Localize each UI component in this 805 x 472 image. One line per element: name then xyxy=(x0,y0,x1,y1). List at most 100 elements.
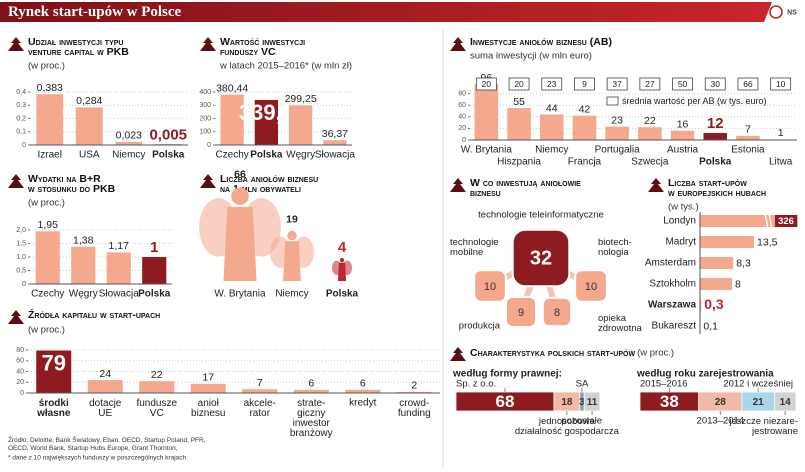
segment-name: Sp. z o.o. xyxy=(456,379,496,390)
item-label: technologie mobilne xyxy=(450,237,499,258)
bar xyxy=(700,257,734,269)
bar xyxy=(254,99,279,145)
y-tick-label: 0,4 xyxy=(16,89,26,96)
section-icon xyxy=(8,310,24,324)
header-bar xyxy=(0,2,772,22)
section-subtitle: (w proc.) xyxy=(28,325,65,336)
axis-break xyxy=(764,212,773,230)
x-tick-label: Hiszpania xyxy=(497,157,541,168)
section-title: Udział inwestycji typu venture capital w … xyxy=(28,36,129,58)
bar xyxy=(35,231,60,284)
x-tick-label: Austria xyxy=(667,145,699,156)
bar xyxy=(75,107,103,145)
value-label: 17 xyxy=(202,372,214,384)
avg-box xyxy=(639,77,661,91)
value-label: 36,37 xyxy=(322,128,348,140)
section-icon xyxy=(450,178,466,192)
value-label: 44 xyxy=(546,102,558,114)
value-label: 1,17 xyxy=(109,240,130,252)
y-tick-label: 80 xyxy=(16,347,24,354)
item-box xyxy=(511,228,571,288)
y-tick-label: Bukareszt xyxy=(652,321,697,332)
x-tick-label: Portugalia xyxy=(595,145,640,156)
avg-value: 50 xyxy=(678,79,688,89)
bar-group xyxy=(700,215,798,332)
avg-box xyxy=(574,77,595,91)
value-label: 0,383 xyxy=(37,82,63,94)
value-label: 1 xyxy=(150,239,158,256)
value-label: 326 xyxy=(778,216,794,227)
x-tick-label: anioł biznesu xyxy=(191,398,225,419)
section-icon xyxy=(200,174,216,188)
angel-figure xyxy=(270,230,314,281)
y-tick-label: 20 xyxy=(16,379,24,386)
y-tick-label: Madryt xyxy=(665,237,696,248)
x-tick-label: Niemcy xyxy=(535,145,568,156)
bar xyxy=(142,257,167,284)
bar xyxy=(736,135,760,140)
bar xyxy=(670,130,695,140)
section-icon xyxy=(200,37,216,51)
item-label: opieka zdrowotna xyxy=(598,313,643,334)
x-tick-label: Polska xyxy=(250,150,283,161)
value-label: 6 xyxy=(360,378,366,390)
section-icon xyxy=(8,37,24,51)
value-label: 7 xyxy=(745,124,751,136)
bar xyxy=(139,381,175,393)
avg-value: 27 xyxy=(645,79,655,89)
item-box xyxy=(505,296,537,328)
section-title: W co inwestują aniołowie biznesu xyxy=(470,177,581,199)
avg-value: 66 xyxy=(743,79,753,89)
value-label: 66 xyxy=(234,168,246,180)
x-tick-label: Estonia xyxy=(731,145,765,156)
legend-label: średnia wartość per AB (w tys. euro) xyxy=(622,96,767,106)
segment-value: 68 xyxy=(495,392,514,411)
x-tick-label: W. Brytania xyxy=(461,145,513,156)
avg-box xyxy=(704,77,726,91)
bar xyxy=(345,389,381,393)
x-tick-label: Francja xyxy=(568,157,602,168)
y-tick-label: 80 xyxy=(458,90,466,97)
angel-body xyxy=(283,241,301,281)
section-subtitle: (w proc.) xyxy=(28,61,65,72)
segment-value: 18 xyxy=(561,397,573,408)
value-label: 8 xyxy=(735,278,741,290)
section-icon xyxy=(450,37,466,51)
segment-name: 2012 i wcześniej xyxy=(723,379,793,390)
section-title: Liczba start-upów w europejskich hubach xyxy=(668,177,766,199)
avg-box xyxy=(737,77,759,91)
y-tick-label: 0 xyxy=(22,281,26,288)
y-tick-label: 2,0 xyxy=(16,227,26,234)
y-tick-label: 400 xyxy=(199,89,211,96)
item-value: 10 xyxy=(484,281,496,293)
segment-name: 2013–2014 xyxy=(697,416,745,427)
x-tick-label: Węgry xyxy=(286,150,315,161)
x-tick-label: USA xyxy=(79,150,100,161)
item-box xyxy=(574,269,608,303)
y-tick-label: 0 xyxy=(22,142,26,149)
avg-value: 10 xyxy=(776,79,786,89)
value-label: 0,005 xyxy=(149,126,187,143)
value-label: 55 xyxy=(513,96,525,108)
x-tick-label: środki własne xyxy=(36,398,71,419)
item-box xyxy=(473,269,507,303)
x-tick-label: Litwa xyxy=(769,157,793,168)
y-tick-label: 60 xyxy=(458,102,466,109)
legend-swatch xyxy=(606,96,619,106)
avg-value: 30 xyxy=(711,79,721,89)
item-label: biotech-nologia xyxy=(598,237,632,258)
angel-head xyxy=(231,187,249,205)
x-tick-label: Izrael xyxy=(38,150,62,161)
y-tick-label: 1,5 xyxy=(16,240,26,247)
value-label: 13,5 xyxy=(757,236,778,248)
value-label: 0,284 xyxy=(76,95,102,107)
value-label: 23 xyxy=(611,114,623,126)
avg-value: 20 xyxy=(482,79,492,89)
y-tick-label: 0 xyxy=(207,142,211,149)
source: Źródło: Deloitte, Bank Światowy, Eban. O… xyxy=(8,435,206,452)
bar xyxy=(293,389,329,393)
segment-value: 14 xyxy=(780,397,792,408)
x-tick-label: Czechy xyxy=(31,289,64,300)
bar xyxy=(106,252,131,284)
section-icon xyxy=(648,178,664,192)
